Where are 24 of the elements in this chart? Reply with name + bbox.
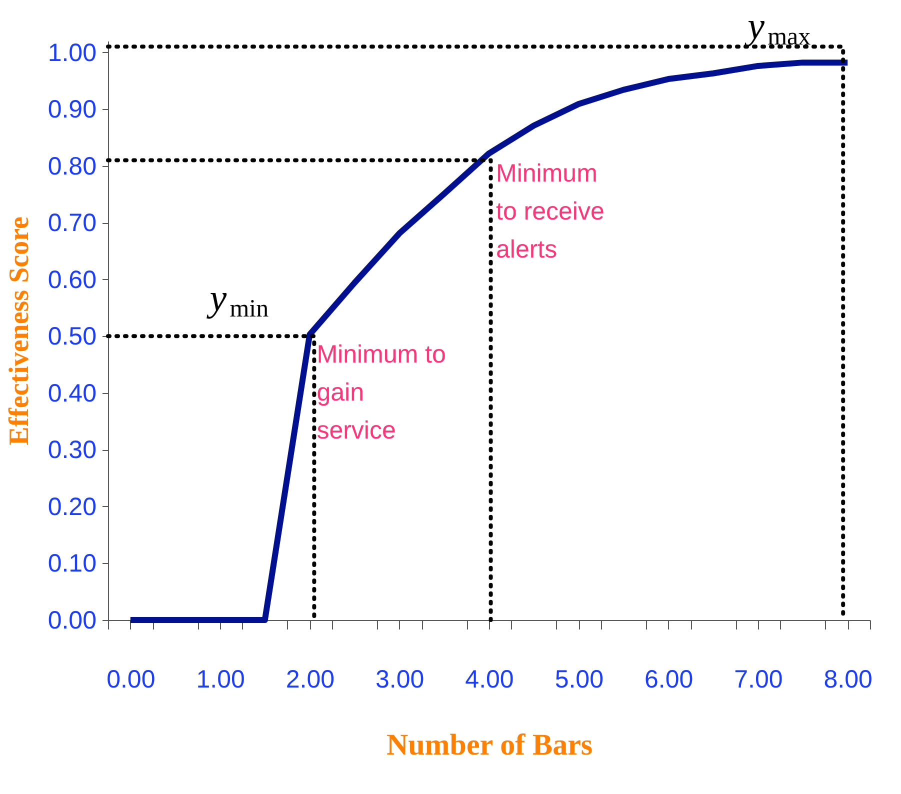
x-tick-label: 6.00 <box>644 666 694 694</box>
y-tick-label: 0.30 <box>48 436 96 464</box>
annotation: Minimum to gain service <box>316 340 446 444</box>
x-tick-label: 7.00 <box>734 666 783 694</box>
y-tick-label: 0.90 <box>48 96 96 124</box>
x-axis-title: Number of Bars <box>386 728 593 762</box>
annotation: Minimum to receive alerts <box>496 159 604 264</box>
x-tick-label: 5.00 <box>554 666 604 694</box>
y-tick-label: 0.70 <box>48 209 96 238</box>
x-tick-label: 2.00 <box>286 666 335 694</box>
y-tick-label: 0.60 <box>48 266 96 294</box>
y-tick-label: 0.50 <box>48 322 96 351</box>
y-tick-label: 0.10 <box>48 550 96 578</box>
x-tick-label: 3.00 <box>376 666 424 694</box>
x-tick-label: 1.00 <box>196 666 245 694</box>
y-tick-label: 0.00 <box>48 606 96 634</box>
x-tick-label: 0.00 <box>106 666 156 694</box>
y-axis-title: Effectiveness Score <box>4 216 35 446</box>
x-tick-label: 4.00 <box>465 666 514 694</box>
y-tick-label: 0.80 <box>48 152 96 180</box>
y-tick-label: 0.20 <box>48 492 96 521</box>
y-tick-label: 0.40 <box>48 379 96 408</box>
y-tick-label: 1.00 <box>48 38 96 67</box>
x-tick-label: 8.00 <box>824 666 872 694</box>
